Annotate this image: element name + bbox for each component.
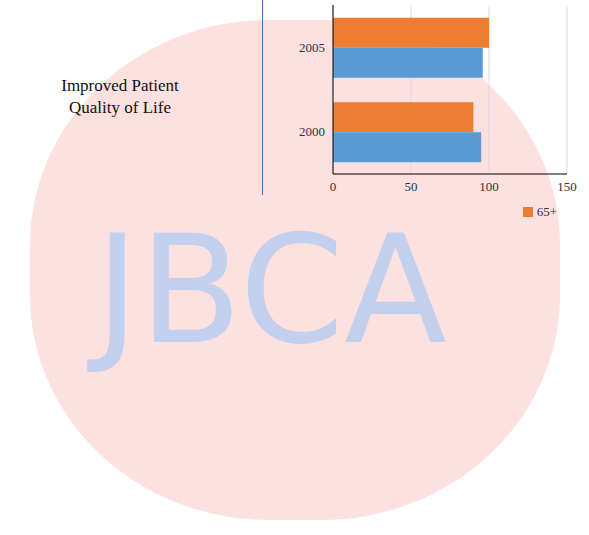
svg-text:2005: 2005 (299, 40, 325, 55)
html-text:Improved Patient Quality of Li: Improved Patient Quality of Life (61, 76, 179, 117)
svg-text:2000: 2000 (299, 124, 325, 139)
svg-text:0: 0 (330, 179, 337, 194)
svg-text:150: 150 (557, 179, 577, 194)
svg-text:100: 100 (479, 179, 499, 194)
html-text:JBCA: JBCA (95, 203, 447, 377)
html-text:65+: 65+ (536, 204, 557, 219)
svg-text:50: 50 (405, 179, 418, 194)
